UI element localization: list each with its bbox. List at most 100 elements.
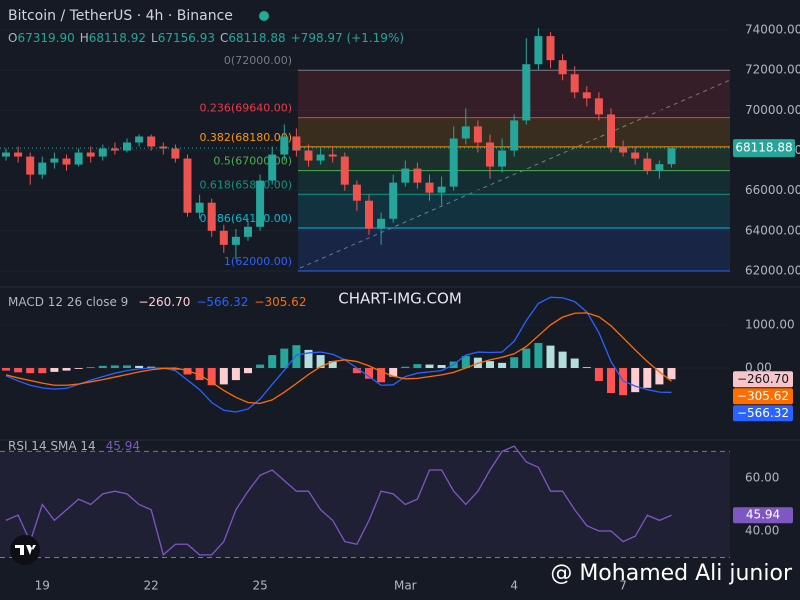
legend-value: 67319.90 (17, 31, 74, 45)
rsi-band (0, 451, 730, 558)
candle-body (14, 152, 23, 157)
candle-body (62, 158, 71, 165)
histogram-bar (62, 368, 71, 371)
histogram-bar (365, 368, 373, 379)
histogram-bar (607, 368, 615, 394)
histogram-bar (195, 368, 204, 381)
candle-body (98, 148, 107, 157)
indicator-title: MACD 12 26 close 9 (8, 295, 128, 309)
histogram-bar (582, 367, 591, 369)
histogram-bar (594, 368, 603, 381)
histogram-bar (86, 367, 95, 369)
fib-band (298, 70, 730, 118)
candle-body (86, 152, 95, 157)
fib-label: 1(62000.00) (224, 255, 292, 268)
candle-body (667, 148, 676, 165)
legend-value: 68118.88 (228, 31, 285, 45)
line (5, 312, 672, 405)
y-tick-label: 72000.00 (745, 63, 800, 77)
x-tick-label: 4 (510, 579, 518, 593)
value-label: −260.70 (737, 372, 789, 386)
histogram-bar (546, 345, 555, 369)
histogram-bar (123, 365, 131, 369)
histogram-bar (304, 349, 313, 369)
candle-body (219, 230, 228, 245)
trend-line (299, 79, 731, 269)
histogram-bar (377, 368, 386, 383)
candle-body (231, 236, 240, 245)
fib-band (298, 194, 730, 228)
histogram-bar (631, 368, 640, 393)
candle-body (244, 226, 252, 237)
candle-body (38, 162, 47, 175)
histogram-bar (486, 361, 494, 369)
histogram-bar (14, 368, 23, 373)
candle-body (340, 156, 349, 185)
last-price-label: 68118.88 (735, 141, 792, 155)
candle-body (2, 152, 10, 157)
histogram-bar (328, 361, 337, 369)
candle-body (558, 60, 567, 75)
y-tick-label: 1000.00 (745, 317, 795, 331)
candle-body (546, 36, 555, 61)
fib-band (298, 146, 730, 171)
histogram-bar (292, 345, 301, 369)
candle-body (570, 74, 579, 93)
candle-body (352, 184, 361, 201)
y-tick-label: 64000.00 (745, 223, 800, 237)
candle-body (643, 158, 652, 171)
candle-body (26, 156, 35, 175)
candle-body (123, 142, 131, 151)
fib-label: 0.786(64140.00) (199, 212, 292, 225)
candle-body (365, 200, 373, 229)
histogram-bar (74, 368, 83, 369)
line (5, 296, 672, 413)
legend-key: H (80, 31, 89, 45)
candle-body (461, 126, 470, 139)
x-tick-label: 22 (144, 579, 159, 593)
x-tick-label: 7 (619, 579, 627, 593)
logo (10, 535, 40, 565)
candle-body (413, 168, 422, 183)
fib-label: 0(72000.00) (224, 54, 292, 67)
histogram-bar (498, 362, 507, 369)
author: @ Mohamed Ali junior (550, 561, 793, 586)
candle-body (437, 186, 446, 193)
histogram-bar (352, 368, 361, 374)
histogram-bar (135, 365, 144, 369)
candle-body (449, 138, 458, 187)
histogram-bar (244, 368, 252, 374)
histogram-bar (401, 366, 410, 369)
fib-band (298, 170, 730, 195)
histogram-bar (98, 365, 107, 369)
candle-body (135, 136, 144, 143)
legend-value: 68118.92 (89, 31, 146, 45)
candle-body (377, 218, 386, 229)
legend-value: 45.94 (106, 439, 140, 453)
candle-body (268, 154, 277, 181)
x-tick-label: Mar (394, 579, 417, 593)
candle-body (256, 180, 265, 227)
candle-body (207, 202, 216, 231)
candle-body (510, 120, 519, 151)
candle-body (195, 202, 204, 213)
indicator-legend: RSI 14 SMA 14 45.94 (8, 439, 140, 453)
chart-title: Bitcoin / TetherUS · 4h · Binance (8, 8, 233, 24)
y-tick-label: 60.00 (745, 470, 779, 484)
line (5, 445, 672, 557)
histogram-bar (231, 368, 240, 381)
legend-value: −566.32 (196, 295, 248, 309)
candle-body (183, 158, 192, 213)
ohlc-legend: O67319.90 H68118.92 L67156.93 C68118.88 +798… (8, 31, 404, 45)
fib-label: 0.618(65820.00) (199, 178, 292, 191)
y-tick-label: 40.00 (745, 523, 779, 537)
candle-body (304, 150, 313, 161)
histogram-bar (280, 348, 289, 369)
value-label: −305.62 (737, 389, 789, 403)
candle-body (147, 136, 156, 147)
legend-value: 67156.93 (158, 31, 215, 45)
candle-body (159, 146, 168, 149)
histogram-bar (110, 365, 119, 369)
candle-body (171, 148, 180, 159)
value-label: 45.94 (746, 508, 780, 522)
